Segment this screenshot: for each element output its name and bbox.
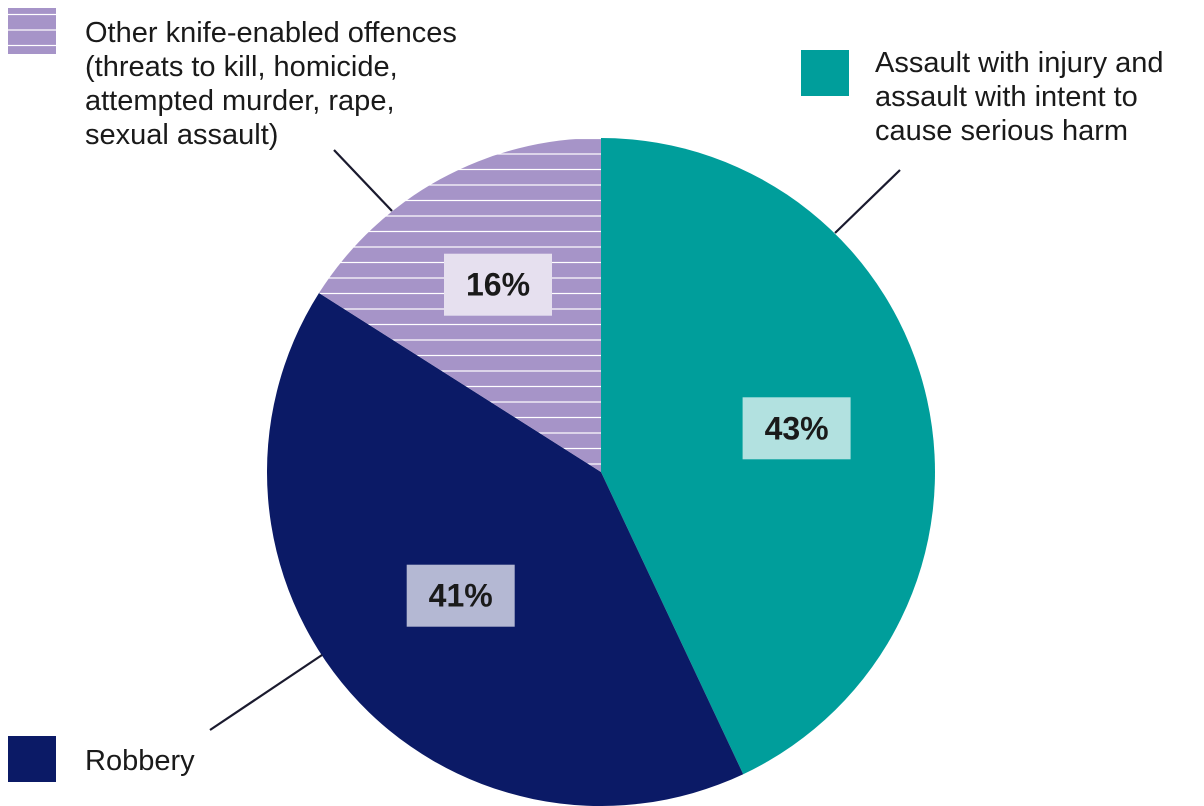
slice-label-box: [742, 397, 851, 460]
slice-label-box: [406, 564, 515, 627]
leader-line: [209, 654, 323, 731]
leader-line: [333, 149, 393, 212]
legend-label: Assault with injury and assault with inte…: [875, 47, 1164, 147]
legend-swatch: [801, 50, 849, 96]
pie-slices: [267, 138, 935, 806]
legend-swatch: [8, 736, 56, 782]
slice-percent-label: 41%: [429, 578, 493, 614]
leader-lines: [209, 149, 901, 731]
slice-label-box: [444, 253, 552, 316]
legend-swatch: [8, 8, 56, 54]
pie-slice-robbery: [267, 293, 744, 806]
leader-line: [834, 169, 901, 234]
legend: Assault with injury and assault with inte…: [8, 8, 1164, 782]
legend-label: Other knife-enabled offences (threats to …: [85, 17, 457, 151]
legend-label: Robbery: [85, 745, 195, 777]
slice-labels: 43% 41% 16%: [406, 253, 851, 627]
slice-percent-label: 43%: [765, 410, 829, 446]
slice-percent-label: 16%: [466, 267, 530, 303]
